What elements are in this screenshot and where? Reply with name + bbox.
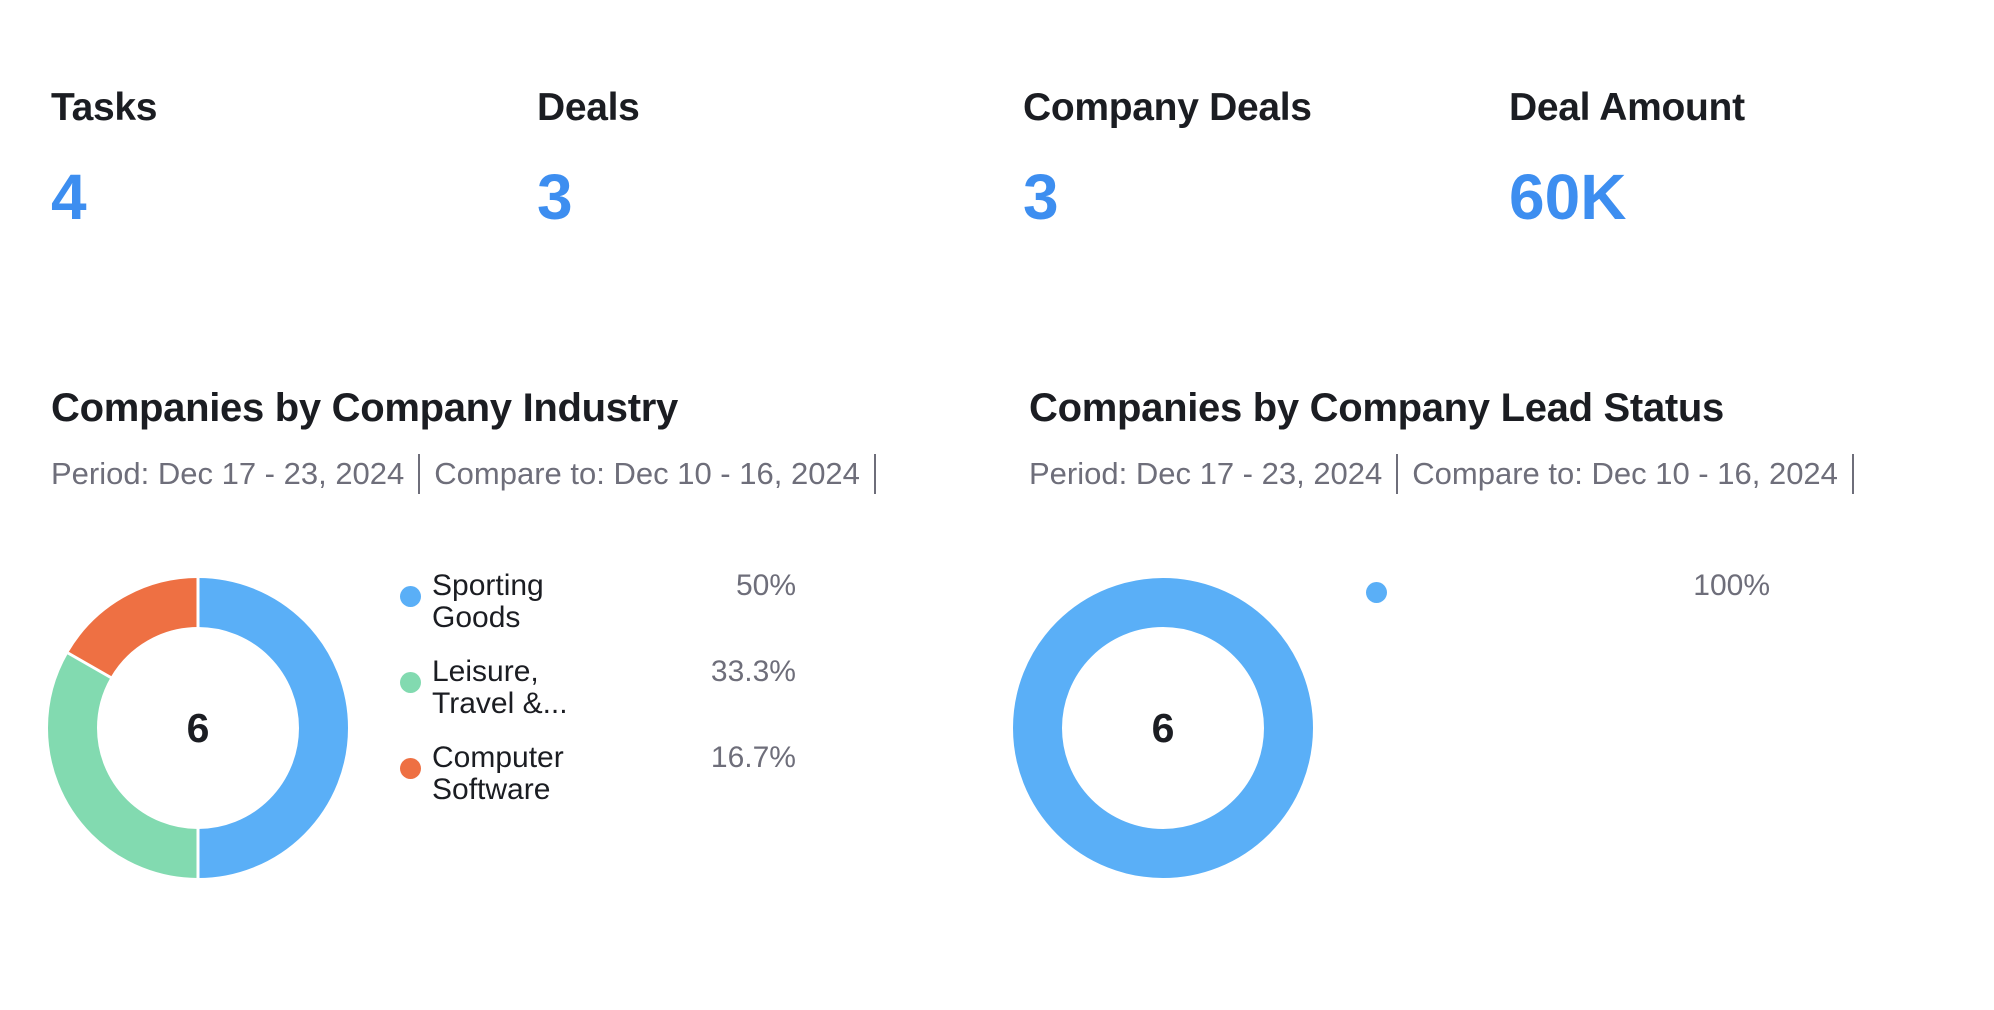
metric-label: Tasks bbox=[51, 86, 158, 129]
legend-percent: 100% bbox=[1693, 569, 1770, 602]
separator bbox=[1396, 454, 1399, 494]
period-info: Period: Dec 17 - 23, 2024 Compare to: De… bbox=[51, 454, 1011, 494]
legend-dot-icon bbox=[400, 672, 421, 693]
metric-company-deals[interactable]: Company Deals 3 bbox=[1023, 84, 1483, 232]
legend-dot-icon bbox=[400, 586, 421, 607]
panel-title: Companies by Company Lead Status bbox=[1029, 386, 1724, 430]
legend-label: Computer Software bbox=[432, 741, 564, 806]
chart-legend: Sporting Goods 50% Leisure, Travel &... … bbox=[400, 570, 820, 828]
panel-title: Companies by Company Industry bbox=[51, 386, 678, 430]
legend-item-leisure-travel[interactable]: Leisure, Travel &... 33.3% bbox=[400, 656, 820, 742]
legend-item-computer-software[interactable]: Computer Software 16.7% bbox=[400, 742, 820, 828]
donut-svg bbox=[1013, 578, 1313, 878]
metric-value: 3 bbox=[537, 161, 573, 233]
legend-label: Leisure, Travel &... bbox=[432, 655, 568, 720]
legend-percent: 33.3% bbox=[710, 655, 796, 688]
panel-companies-by-lead-status: Companies by Company Lead Status Period:… bbox=[1013, 384, 1989, 944]
period-info: Period: Dec 17 - 23, 2024 Compare to: De… bbox=[1029, 454, 1989, 494]
separator bbox=[873, 454, 876, 494]
metric-tasks[interactable]: Tasks 4 bbox=[51, 84, 511, 232]
metric-label: Company Deals bbox=[1023, 86, 1312, 129]
period-text: Period: Dec 17 - 23, 2024 bbox=[1029, 456, 1383, 491]
donut-total: 6 bbox=[1151, 704, 1175, 751]
panel-companies-by-industry: Companies by Company Industry Period: De… bbox=[48, 384, 1011, 944]
legend-dot-icon bbox=[1366, 582, 1387, 603]
period-text: Period: Dec 17 - 23, 2024 bbox=[51, 456, 405, 491]
metric-value: 60K bbox=[1509, 161, 1627, 233]
chart-legend: 100% bbox=[1366, 570, 1786, 656]
legend-percent: 50% bbox=[735, 569, 796, 602]
separator bbox=[418, 454, 421, 494]
donut-chart[interactable]: 6 bbox=[1012, 577, 1314, 879]
slice-divider bbox=[67, 651, 114, 680]
legend-label: Sporting Goods bbox=[432, 569, 544, 634]
donut-svg bbox=[48, 577, 348, 879]
compare-text: Compare to: Dec 10 - 16, 2024 bbox=[434, 456, 860, 491]
metric-value: 3 bbox=[1023, 161, 1059, 233]
legend-percent: 16.7% bbox=[710, 741, 796, 774]
legend-item-lead-status[interactable]: 100% bbox=[1366, 570, 1786, 656]
metric-value: 4 bbox=[51, 161, 87, 233]
metric-label: Deal Amount bbox=[1509, 86, 1745, 129]
slice-leisure-travel[interactable] bbox=[48, 578, 348, 878]
compare-text: Compare to: Dec 10 - 16, 2024 bbox=[1412, 456, 1838, 491]
metric-deal-amount[interactable]: Deal Amount 60K bbox=[1509, 84, 1969, 232]
donut-total: 6 bbox=[186, 704, 210, 751]
legend-dot-icon bbox=[400, 758, 421, 779]
slice-lead-status[interactable] bbox=[1013, 578, 1313, 878]
metric-deals[interactable]: Deals 3 bbox=[537, 84, 997, 232]
metric-label: Deals bbox=[537, 86, 640, 129]
legend-item-sporting-goods[interactable]: Sporting Goods 50% bbox=[400, 570, 820, 656]
donut-chart[interactable]: 6 bbox=[47, 577, 349, 879]
separator bbox=[1851, 454, 1854, 494]
